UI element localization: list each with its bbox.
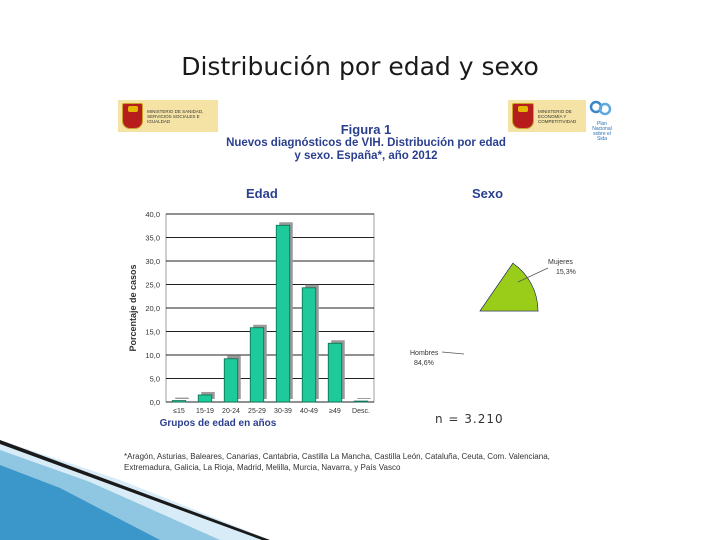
sample-size-label: n = 3.210 — [435, 412, 504, 426]
bar — [275, 224, 291, 403]
x-tick-label: 20-24 — [222, 408, 240, 415]
footnote: *Aragón, Asturias, Baleares, Canarias, C… — [124, 451, 614, 473]
footnote-line2: Extremadura, Galicia, La Rioja, Madrid, … — [124, 463, 401, 472]
plan-logo-text: Plan Nacional sobre el Sida — [592, 121, 612, 142]
bar — [249, 327, 265, 403]
bar — [171, 400, 187, 403]
bar — [197, 394, 213, 403]
sexo-section-label: Sexo — [472, 186, 504, 201]
age-bar-chart: 0,0 5,0 10,0 15,0 20,0 25,0 30,0 35,0 40,0 ≤15 15-… — [128, 210, 375, 429]
x-tick-label: Desc. — [352, 408, 370, 415]
bar-shadow — [357, 398, 371, 399]
y-tick-label: 0,0 — [150, 398, 160, 407]
y-axis-label: Porcentaje de casos — [128, 264, 138, 351]
y-tick-label: 35,0 — [145, 234, 160, 243]
x-axis-label: Grupos de edad en años — [160, 418, 277, 429]
coat-of-arms-icon — [512, 103, 534, 129]
coat-of-arms-icon — [122, 103, 144, 129]
figure-number: Figura 1 — [340, 122, 392, 137]
x-tick-label: 40-49 — [300, 408, 318, 415]
pie-label-hombres: Hombres — [410, 350, 439, 357]
bar — [301, 287, 317, 403]
y-tick-label: 15,0 — [145, 328, 160, 337]
ministry-economy-text: MINISTERIO DE ECONOMÍA Y COMPETITIVIDAD — [538, 108, 577, 124]
bar — [223, 358, 239, 403]
x-tick-label: 30-39 — [274, 408, 292, 415]
footnote-line1: *Aragón, Asturias, Baleares, Canarias, C… — [124, 452, 550, 461]
x-tick-label: 15-19 — [196, 408, 214, 415]
leader-line-mujeres — [517, 267, 549, 283]
plan-nacional-sida-logo: Plan Nacional sobre el Sida — [588, 100, 616, 142]
y-tick-label: 20,0 — [145, 304, 160, 313]
y-tick-label: 10,0 — [145, 351, 160, 360]
ministry-economy-logo: MINISTERIO DE ECONOMÍA Y COMPETITIVIDAD — [508, 100, 586, 132]
leader-line-hombres — [441, 351, 465, 355]
pie-value-hombres: 84,6% — [414, 360, 434, 367]
y-tick-label: 25,0 — [145, 281, 160, 290]
sex-pie-chart: Mujeres 15,3% Hombres 84,6% — [410, 259, 576, 367]
x-tick-label: ≤15 — [173, 408, 185, 415]
bar-shadow — [175, 397, 189, 399]
figure-caption: Nuevos diagnósticos de VIH. Distribución… — [196, 137, 536, 163]
x-tick-label: 25-29 — [248, 408, 266, 415]
figure-caption-line2: y sexo. España*, año 2012 — [294, 150, 438, 162]
edad-section-label: Edad — [246, 186, 278, 201]
y-tick-label: 5,0 — [150, 375, 160, 384]
ministry-health-text: MINISTERIO DE SANIDAD, SERVICIOS SOCIALE… — [147, 108, 204, 124]
pie-value-mujeres: 15,3% — [556, 269, 576, 276]
x-tick-label: ≥49 — [329, 408, 341, 415]
bar — [327, 342, 343, 403]
slide-title: Distribución por edad y sexo — [181, 52, 539, 81]
figure-panel: MINISTERIO DE SANIDAD, SERVICIOS SOCIALE… — [116, 96, 616, 480]
ministry-health-logo: MINISTERIO DE SANIDAD, SERVICIOS SOCIALE… — [118, 100, 218, 132]
slide-corner-decoration — [0, 440, 270, 540]
bar — [353, 400, 369, 403]
y-tick-label: 40,0 — [145, 210, 160, 219]
figure-caption-line1: Nuevos diagnósticos de VIH. Distribución… — [226, 137, 506, 149]
y-tick-label: 30,0 — [145, 257, 160, 266]
pie-label-mujeres: Mujeres — [548, 259, 573, 266]
plan-logo-icon — [589, 100, 612, 116]
pie-slice-mujeres — [479, 262, 539, 312]
